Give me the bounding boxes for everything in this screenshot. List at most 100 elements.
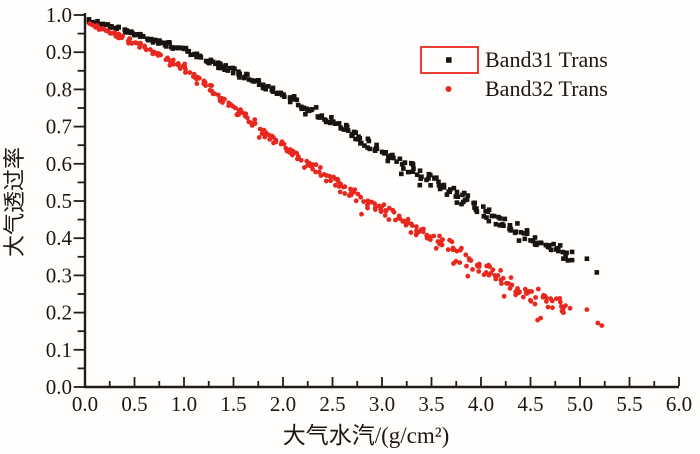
data-point: [401, 166, 406, 171]
data-point: [145, 36, 150, 42]
data-point: [528, 238, 533, 243]
data-point: [461, 190, 467, 196]
x-tick-label: 2.0: [270, 392, 296, 416]
data-point: [176, 45, 182, 50]
data-point: [252, 78, 257, 84]
data-point: [295, 102, 301, 108]
data-point: [183, 66, 188, 72]
data-point: [521, 231, 527, 236]
data-point: [486, 218, 492, 224]
data-point: [428, 172, 433, 178]
data-point: [493, 221, 499, 227]
series-band31: [86, 17, 600, 275]
data-point: [252, 121, 258, 126]
data-point: [318, 165, 323, 170]
data-point: [560, 249, 566, 255]
data-point: [500, 275, 506, 281]
data-point: [256, 135, 262, 140]
data-point: [150, 40, 156, 45]
data-point: [557, 299, 563, 305]
data-point: [437, 233, 442, 239]
data-point: [444, 192, 450, 197]
data-point: [491, 213, 497, 219]
data-point: [225, 68, 231, 73]
data-point: [417, 168, 423, 173]
data-point: [124, 28, 129, 33]
data-point: [381, 202, 387, 208]
data-point: [266, 84, 271, 89]
data-point: [327, 173, 333, 179]
data-point: [464, 263, 469, 269]
data-point: [156, 40, 161, 46]
data-point: [342, 184, 348, 190]
data-point: [486, 207, 492, 212]
data-point: [439, 242, 445, 248]
data-point: [414, 172, 420, 177]
data-point: [167, 40, 172, 46]
data-point: [152, 37, 158, 43]
x-tick-label: 1.0: [171, 392, 197, 416]
data-point: [495, 273, 501, 278]
data-point: [557, 243, 563, 248]
x-tick-label: 6.0: [666, 392, 692, 416]
data-point: [256, 78, 262, 83]
data-point: [391, 155, 396, 161]
data-point: [281, 92, 286, 97]
data-point: [405, 169, 411, 175]
data-point: [192, 52, 198, 57]
data-point: [451, 185, 457, 191]
data-point: [90, 19, 95, 25]
data-point: [563, 303, 568, 308]
data-point: [86, 17, 92, 22]
data-point: [397, 156, 403, 162]
data-point: [508, 228, 513, 233]
data-point: [487, 264, 492, 269]
data-point: [344, 124, 350, 129]
data-point: [484, 215, 489, 220]
data-point: [532, 235, 538, 240]
y-tick-label: 0.8: [46, 77, 72, 101]
data-point: [222, 67, 227, 72]
data-point: [348, 186, 353, 192]
data-point: [410, 161, 415, 166]
data-point: [441, 185, 447, 190]
data-point: [230, 70, 236, 76]
data-point: [459, 245, 464, 251]
data-point: [528, 297, 533, 303]
y-tick-label: 0.0: [46, 375, 72, 399]
data-point: [556, 248, 561, 254]
data-point: [433, 245, 439, 251]
x-tick-label: 2.5: [319, 392, 345, 416]
y-tick-labels: 0.0 0.1 0.2 0.3 0.4 0.5 0.6 0.7 0.8 0.9 1.0: [46, 3, 73, 399]
data-point: [215, 92, 221, 98]
data-point: [513, 229, 519, 234]
data-point: [270, 134, 276, 140]
data-point: [358, 194, 364, 200]
data-point: [522, 236, 528, 242]
data-point: [546, 245, 552, 250]
legend-label: Band32 Trans: [485, 76, 608, 101]
data-point: [185, 48, 190, 54]
data-point: [515, 221, 520, 226]
data-point: [524, 229, 530, 235]
data-point: [520, 294, 526, 300]
data-point: [497, 216, 503, 221]
data-point: [448, 187, 453, 192]
data-point: [516, 290, 522, 296]
data-point: [329, 115, 334, 120]
data-point: [476, 269, 482, 274]
data-point: [143, 47, 149, 53]
y-tick-label: 0.4: [46, 226, 73, 250]
data-point: [353, 198, 359, 204]
data-point: [276, 90, 281, 96]
data-point: [501, 223, 506, 228]
x-tick-label: 0.5: [121, 392, 147, 416]
data-point: [383, 208, 389, 214]
data-point: [119, 35, 124, 41]
data-point: [313, 105, 319, 110]
data-point: [399, 162, 405, 167]
x-tick-label: 5.0: [567, 392, 593, 416]
data-point: [111, 31, 117, 36]
data-point: [350, 131, 355, 137]
data-point: [227, 101, 233, 107]
